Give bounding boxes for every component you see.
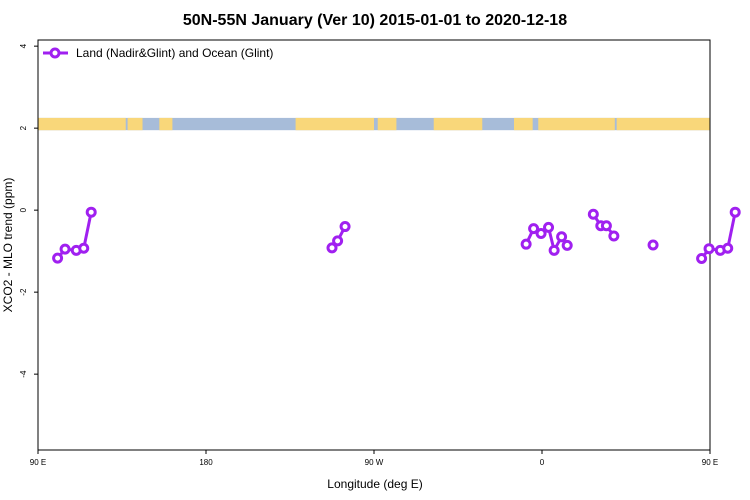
- data-point: [543, 221, 555, 233]
- data-point: [52, 252, 64, 264]
- legend-marker: [49, 47, 61, 59]
- x-tick-label: 0: [540, 458, 545, 467]
- legend: Land (Nadir&Glint) and Ocean (Glint): [43, 46, 273, 60]
- y-tick-label: 0: [19, 207, 28, 212]
- data-point: [556, 231, 568, 243]
- y-tick-label: 2: [19, 125, 28, 130]
- data-point: [608, 230, 620, 242]
- x-axis: 90 E 180 90 W 0 90 E: [30, 450, 718, 467]
- data-point: [332, 235, 344, 247]
- y-tick-label: 4: [19, 43, 28, 48]
- chart-title: 50N-55N January (Ver 10) 2015-01-01 to 2…: [183, 12, 567, 29]
- series-layer: [52, 206, 741, 265]
- land-segment: [433, 117, 483, 131]
- data-point: [600, 220, 612, 232]
- data-point: [722, 242, 734, 254]
- land-segment: [377, 117, 397, 131]
- plot-frame: [37, 39, 711, 451]
- y-tick-label: -2: [19, 288, 28, 296]
- land-segment: [295, 117, 374, 131]
- y-tick-label: -4: [19, 370, 28, 378]
- data-point: [587, 208, 599, 220]
- data-point: [339, 221, 351, 233]
- land-segment: [38, 117, 126, 131]
- data-point: [520, 238, 532, 250]
- legend-label: Land (Nadir&Glint) and Ocean (Glint): [76, 46, 273, 60]
- y-axis: 4 2 0 -2 -4: [19, 43, 38, 378]
- data-point: [85, 206, 97, 218]
- land-segment: [127, 117, 143, 131]
- x-tick-label: 180: [199, 458, 213, 467]
- land-segment: [514, 117, 533, 131]
- land-segment: [538, 117, 615, 131]
- x-tick-label: 90 E: [30, 458, 46, 467]
- map-band: [38, 117, 710, 131]
- land-segment: [616, 117, 710, 131]
- x-axis-label: Longitude (deg E): [327, 477, 422, 491]
- data-point: [535, 228, 547, 240]
- data-point: [729, 206, 741, 218]
- x-tick-label: 90 E: [702, 458, 718, 467]
- land-segment: [159, 117, 173, 131]
- data-point: [561, 239, 573, 251]
- x-tick-label: 90 W: [365, 458, 384, 467]
- data-point: [528, 223, 540, 235]
- data-point: [548, 244, 560, 256]
- data-point: [59, 243, 71, 255]
- data-point: [703, 243, 715, 255]
- data-point: [326, 242, 338, 254]
- y-axis-label: XCO2 - MLO trend (ppm): [1, 178, 15, 313]
- data-point: [78, 242, 90, 254]
- data-point: [696, 253, 708, 265]
- data-point: [647, 239, 659, 251]
